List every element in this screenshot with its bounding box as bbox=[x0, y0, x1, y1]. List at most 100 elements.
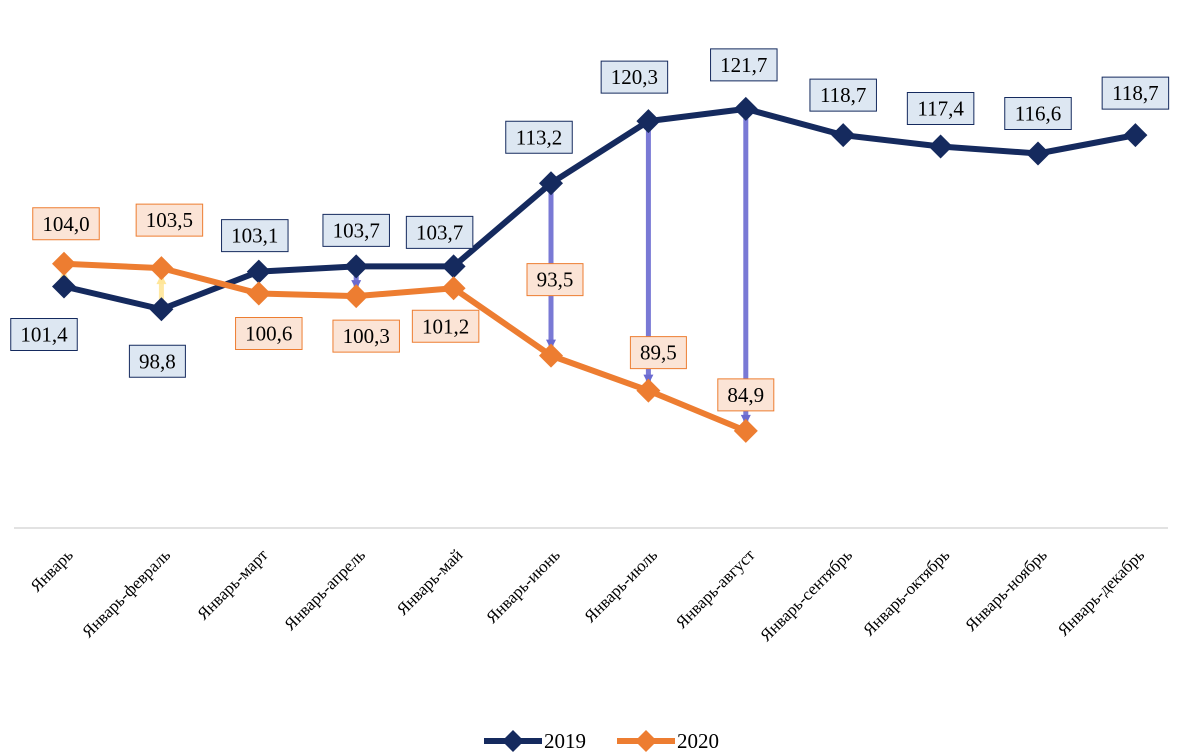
data-label-text: 113,2 bbox=[516, 125, 562, 149]
data-label-text: 117,4 bbox=[917, 97, 964, 121]
data-label-box bbox=[221, 219, 289, 253]
change-arrow-shaft bbox=[743, 116, 749, 423]
x-tick-label-0: Январь bbox=[27, 545, 77, 595]
series-lines bbox=[52, 96, 1148, 443]
data-label-box bbox=[1004, 97, 1072, 130]
x-tick-label-11: Январь-декабрь bbox=[1054, 545, 1148, 639]
data-label-text: 98,8 bbox=[139, 349, 176, 373]
data-label-text: 116,6 bbox=[1015, 102, 1061, 126]
marker-2019-2 bbox=[246, 259, 271, 284]
data-label-2019-8: 118,7 bbox=[809, 78, 877, 112]
data-label-box bbox=[1101, 76, 1170, 110]
marker-2019-6 bbox=[636, 109, 661, 134]
data-label-box bbox=[809, 78, 877, 112]
legend-marker bbox=[502, 730, 524, 752]
data-label-box bbox=[128, 344, 186, 378]
legend: 2019 2020 bbox=[484, 729, 719, 753]
data-label-box bbox=[10, 318, 78, 351]
x-tick-label-1: Январь-февраль bbox=[78, 545, 174, 641]
data-label-text: 103,7 bbox=[416, 220, 463, 244]
data-labels: 101,4 98,8 103,1 103,7 103,7 113,2 120,3 121,7 1… bbox=[10, 48, 1170, 412]
data-label-2019-11: 118,7 bbox=[1101, 76, 1170, 110]
x-tick-label-4: Январь-май bbox=[393, 545, 467, 619]
change-arrow-shaft bbox=[645, 129, 651, 383]
change-arrow-shaft bbox=[158, 276, 164, 302]
legend-item-2019: 2019 bbox=[484, 729, 586, 753]
data-label-2019-1: 98,8 bbox=[128, 344, 186, 378]
data-label-text: 101,2 bbox=[422, 314, 469, 338]
data-label-text: 100,6 bbox=[245, 322, 292, 346]
data-label-2020-7: 84,9 bbox=[717, 378, 775, 412]
data-label-2020-0: 104,0 bbox=[32, 207, 100, 241]
x-tick-label-10: Январь-ноябрь bbox=[961, 545, 1051, 635]
marker-2019-8 bbox=[831, 123, 856, 148]
data-label-box bbox=[906, 92, 975, 125]
data-label-text: 93,5 bbox=[537, 268, 574, 292]
marker-2019-10 bbox=[1026, 141, 1050, 166]
data-label-2020-4: 101,2 bbox=[411, 309, 480, 343]
data-label-2019-7: 121,7 bbox=[710, 48, 778, 82]
data-label-text: 121,7 bbox=[720, 53, 767, 77]
data-label-box bbox=[629, 336, 687, 370]
x-tick-labels: Январь Январь-февраль Январь-март Январь-ап… bbox=[27, 545, 1149, 645]
data-label-box bbox=[32, 207, 100, 241]
data-label-text: 120,3 bbox=[611, 65, 658, 89]
legend-marker bbox=[635, 730, 657, 752]
data-label-2019-3: 103,7 bbox=[322, 213, 390, 247]
x-tick-label-9: Январь-октябрь bbox=[859, 545, 953, 639]
x-tick-label-5: Январь-июнь bbox=[482, 545, 564, 627]
marker-2019-0 bbox=[52, 274, 76, 299]
data-label-2019-4: 103,7 bbox=[405, 215, 474, 249]
data-label-2019-5: 113,2 bbox=[505, 120, 573, 154]
data-label-text: 101,4 bbox=[20, 323, 68, 347]
data-label-box bbox=[411, 309, 480, 343]
data-label-text: 118,7 bbox=[820, 83, 866, 107]
data-label-box bbox=[405, 215, 474, 249]
data-label-2019-10: 116,6 bbox=[1004, 97, 1072, 130]
marker-2019-4 bbox=[441, 254, 466, 279]
x-tick-label-3: Январь-апрель bbox=[280, 545, 369, 634]
marker-2019-5 bbox=[539, 171, 563, 196]
marker-2019-7 bbox=[733, 96, 758, 121]
x-tick-label-8: Январь-сентябрь bbox=[756, 545, 856, 645]
marker-2019-3 bbox=[344, 254, 369, 279]
data-label-2020-2: 100,6 bbox=[235, 317, 303, 350]
data-label-2020-1: 103,5 bbox=[135, 203, 204, 237]
marker-2020-3 bbox=[344, 284, 369, 309]
data-label-box bbox=[322, 213, 390, 247]
legend-label: 2020 bbox=[677, 729, 719, 753]
data-label-2020-6: 89,5 bbox=[629, 336, 687, 370]
marker-2020-4 bbox=[441, 276, 466, 301]
data-label-box bbox=[332, 319, 400, 353]
data-label-text: 118,7 bbox=[1112, 81, 1158, 105]
legend-item-2020: 2020 bbox=[617, 729, 719, 753]
data-label-2019-9: 117,4 bbox=[906, 92, 975, 125]
data-label-box bbox=[235, 317, 303, 350]
marker-2019-11 bbox=[1123, 123, 1148, 148]
data-label-box bbox=[710, 48, 778, 82]
x-tick-label-7: Январь-август bbox=[672, 545, 759, 632]
marker-2020-6 bbox=[636, 378, 661, 403]
data-label-box bbox=[717, 378, 775, 412]
data-label-text: 103,1 bbox=[231, 224, 278, 248]
data-label-text: 103,7 bbox=[333, 218, 380, 242]
data-label-text: 100,3 bbox=[343, 324, 390, 348]
marker-2019-1 bbox=[149, 297, 174, 322]
data-label-box bbox=[135, 203, 204, 237]
data-label-box bbox=[526, 263, 584, 297]
x-tick-label-6: Январь-июль bbox=[580, 545, 661, 626]
data-label-text: 89,5 bbox=[640, 341, 677, 365]
data-label-2019-6: 120,3 bbox=[600, 60, 669, 94]
data-label-text: 104,0 bbox=[42, 212, 89, 236]
data-label-2019-0: 101,4 bbox=[10, 318, 78, 351]
marker-2019-9 bbox=[928, 134, 953, 159]
series-line-2020 bbox=[61, 260, 749, 434]
marker-2020-0 bbox=[52, 251, 76, 276]
marker-2020-5 bbox=[539, 343, 563, 368]
data-label-box bbox=[505, 120, 573, 154]
x-tick-label-2: Январь-март bbox=[193, 545, 272, 624]
series-line-2019 bbox=[61, 105, 1139, 313]
data-label-text: 103,5 bbox=[146, 208, 193, 232]
data-label-2020-3: 100,3 bbox=[332, 319, 400, 353]
